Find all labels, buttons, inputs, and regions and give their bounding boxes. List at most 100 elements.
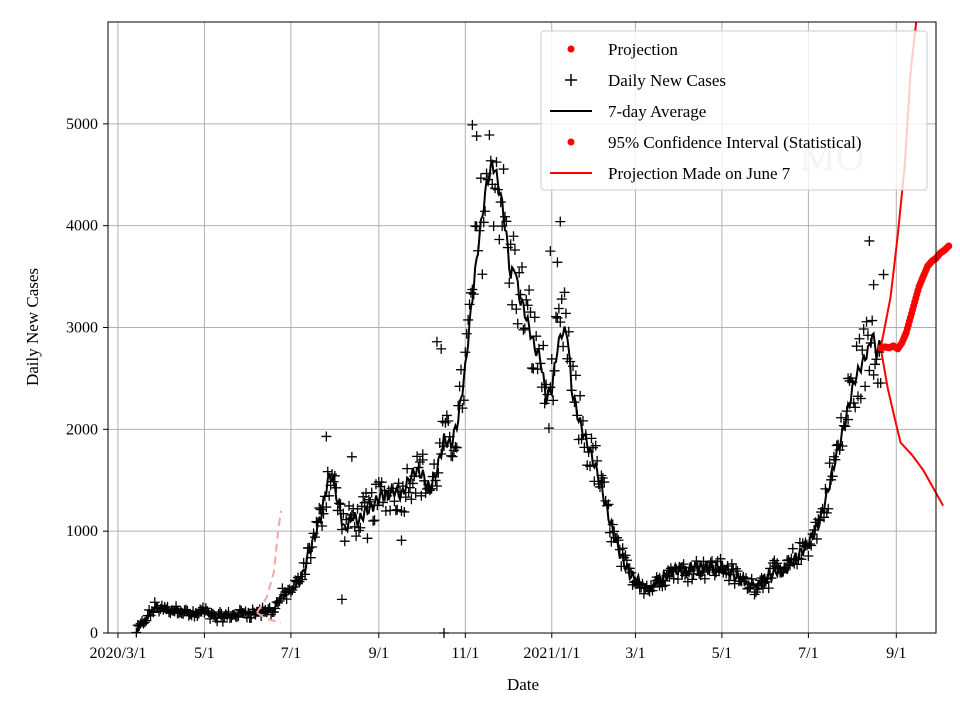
daily-case-marker xyxy=(579,442,590,453)
daily-case-marker xyxy=(334,498,345,509)
daily-case-marker xyxy=(566,385,577,396)
daily-case-marker xyxy=(559,287,570,298)
projection-point xyxy=(944,243,952,251)
daily-case-marker xyxy=(369,515,380,526)
daily-case-marker xyxy=(545,382,556,393)
daily-case-marker xyxy=(460,347,471,358)
daily-case-marker xyxy=(439,441,450,452)
daily-case-marker xyxy=(232,612,243,623)
daily-case-marker xyxy=(765,563,776,574)
y-tick-label: 5000 xyxy=(66,116,98,133)
daily-case-marker xyxy=(519,323,530,334)
daily-case-marker xyxy=(447,451,458,462)
daily-case-marker xyxy=(351,531,362,542)
daily-case-marker xyxy=(341,514,352,525)
daily-case-marker xyxy=(180,604,191,615)
daily-case-marker xyxy=(585,461,596,472)
daily-case-marker xyxy=(551,311,562,322)
daily-case-marker xyxy=(311,516,322,527)
daily-case-marker xyxy=(301,558,312,569)
y-tick-label: 2000 xyxy=(66,421,98,438)
daily-case-marker xyxy=(484,130,495,141)
daily-case-marker xyxy=(463,314,474,325)
daily-case-marker xyxy=(131,627,142,638)
daily-case-marker xyxy=(594,481,605,492)
daily-case-marker xyxy=(478,217,489,228)
daily-case-marker xyxy=(467,284,478,295)
daily-case-marker xyxy=(820,483,831,494)
daily-case-marker xyxy=(431,336,442,347)
june7-lower-line xyxy=(256,611,282,624)
daily-case-marker xyxy=(855,393,866,404)
daily-case-marker xyxy=(858,323,869,334)
daily-case-marker xyxy=(215,606,226,617)
daily-case-marker xyxy=(494,234,505,245)
daily-case-marker xyxy=(281,594,292,605)
daily-case-marker xyxy=(699,573,710,584)
daily-case-marker xyxy=(440,417,451,428)
daily-case-marker xyxy=(307,541,318,552)
daily-case-marker xyxy=(477,269,488,280)
daily-case-marker xyxy=(753,580,764,591)
daily-case-marker xyxy=(443,415,454,426)
daily-case-marker xyxy=(336,594,347,605)
daily-case-marker xyxy=(512,318,523,329)
daily-case-marker xyxy=(577,415,588,426)
june7-projection-line xyxy=(256,510,282,614)
daily-case-marker xyxy=(335,499,346,510)
y-axis-label: Daily New Cases xyxy=(23,268,42,386)
daily-case-marker xyxy=(352,503,363,514)
daily-case-marker xyxy=(721,568,732,579)
daily-case-marker xyxy=(607,519,618,530)
daily-case-marker xyxy=(304,542,315,553)
daily-case-marker xyxy=(864,235,875,246)
daily-case-marker xyxy=(396,506,407,517)
daily-case-marker xyxy=(504,278,515,289)
projection-point xyxy=(910,302,918,310)
daily-case-marker xyxy=(658,575,669,586)
x-tick-label: 9/1 xyxy=(886,645,906,662)
daily-case-marker xyxy=(807,529,818,540)
daily-case-marker xyxy=(853,391,864,402)
daily-case-marker xyxy=(539,398,550,409)
daily-case-marker xyxy=(514,267,525,278)
daily-case-marker xyxy=(154,606,165,617)
daily-case-marker xyxy=(741,573,752,584)
daily-case-marker xyxy=(324,490,335,501)
daily-case-marker xyxy=(436,449,447,460)
daily-case-marker xyxy=(762,573,773,584)
daily-case-marker xyxy=(552,257,563,268)
daily-case-marker xyxy=(457,403,468,414)
daily-case-marker xyxy=(604,527,615,538)
x-tick-label: 7/1 xyxy=(281,645,301,662)
daily-case-marker xyxy=(431,481,442,492)
daily-case-marker xyxy=(609,526,620,537)
daily-case-marker xyxy=(678,559,689,570)
daily-case-marker xyxy=(505,239,516,250)
daily-case-marker xyxy=(491,157,502,168)
daily-case-marker xyxy=(498,164,509,175)
daily-case-marker xyxy=(599,477,610,488)
y-tick-label: 0 xyxy=(90,625,98,642)
projection-point xyxy=(914,287,922,295)
daily-case-marker xyxy=(419,475,430,486)
daily-case-marker xyxy=(841,406,852,417)
daily-case-marker xyxy=(525,307,536,318)
legend-label: Daily New Cases xyxy=(608,71,726,90)
daily-case-marker xyxy=(864,365,875,376)
daily-case-marker xyxy=(475,173,486,184)
daily-case-marker xyxy=(616,561,627,572)
daily-case-marker xyxy=(875,378,886,389)
daily-case-marker xyxy=(743,583,754,594)
daily-case-marker xyxy=(542,389,553,400)
legend-dot-marker xyxy=(567,45,575,53)
daily-case-marker xyxy=(521,294,532,305)
y-tick-label: 4000 xyxy=(66,218,98,235)
legend-label: 7-day Average xyxy=(608,102,706,121)
daily-case-marker xyxy=(572,410,583,421)
daily-case-marker xyxy=(592,455,603,466)
daily-case-marker xyxy=(603,499,614,510)
seven-day-average-line xyxy=(136,158,882,633)
daily-case-marker xyxy=(827,471,838,482)
daily-case-marker xyxy=(378,497,389,508)
